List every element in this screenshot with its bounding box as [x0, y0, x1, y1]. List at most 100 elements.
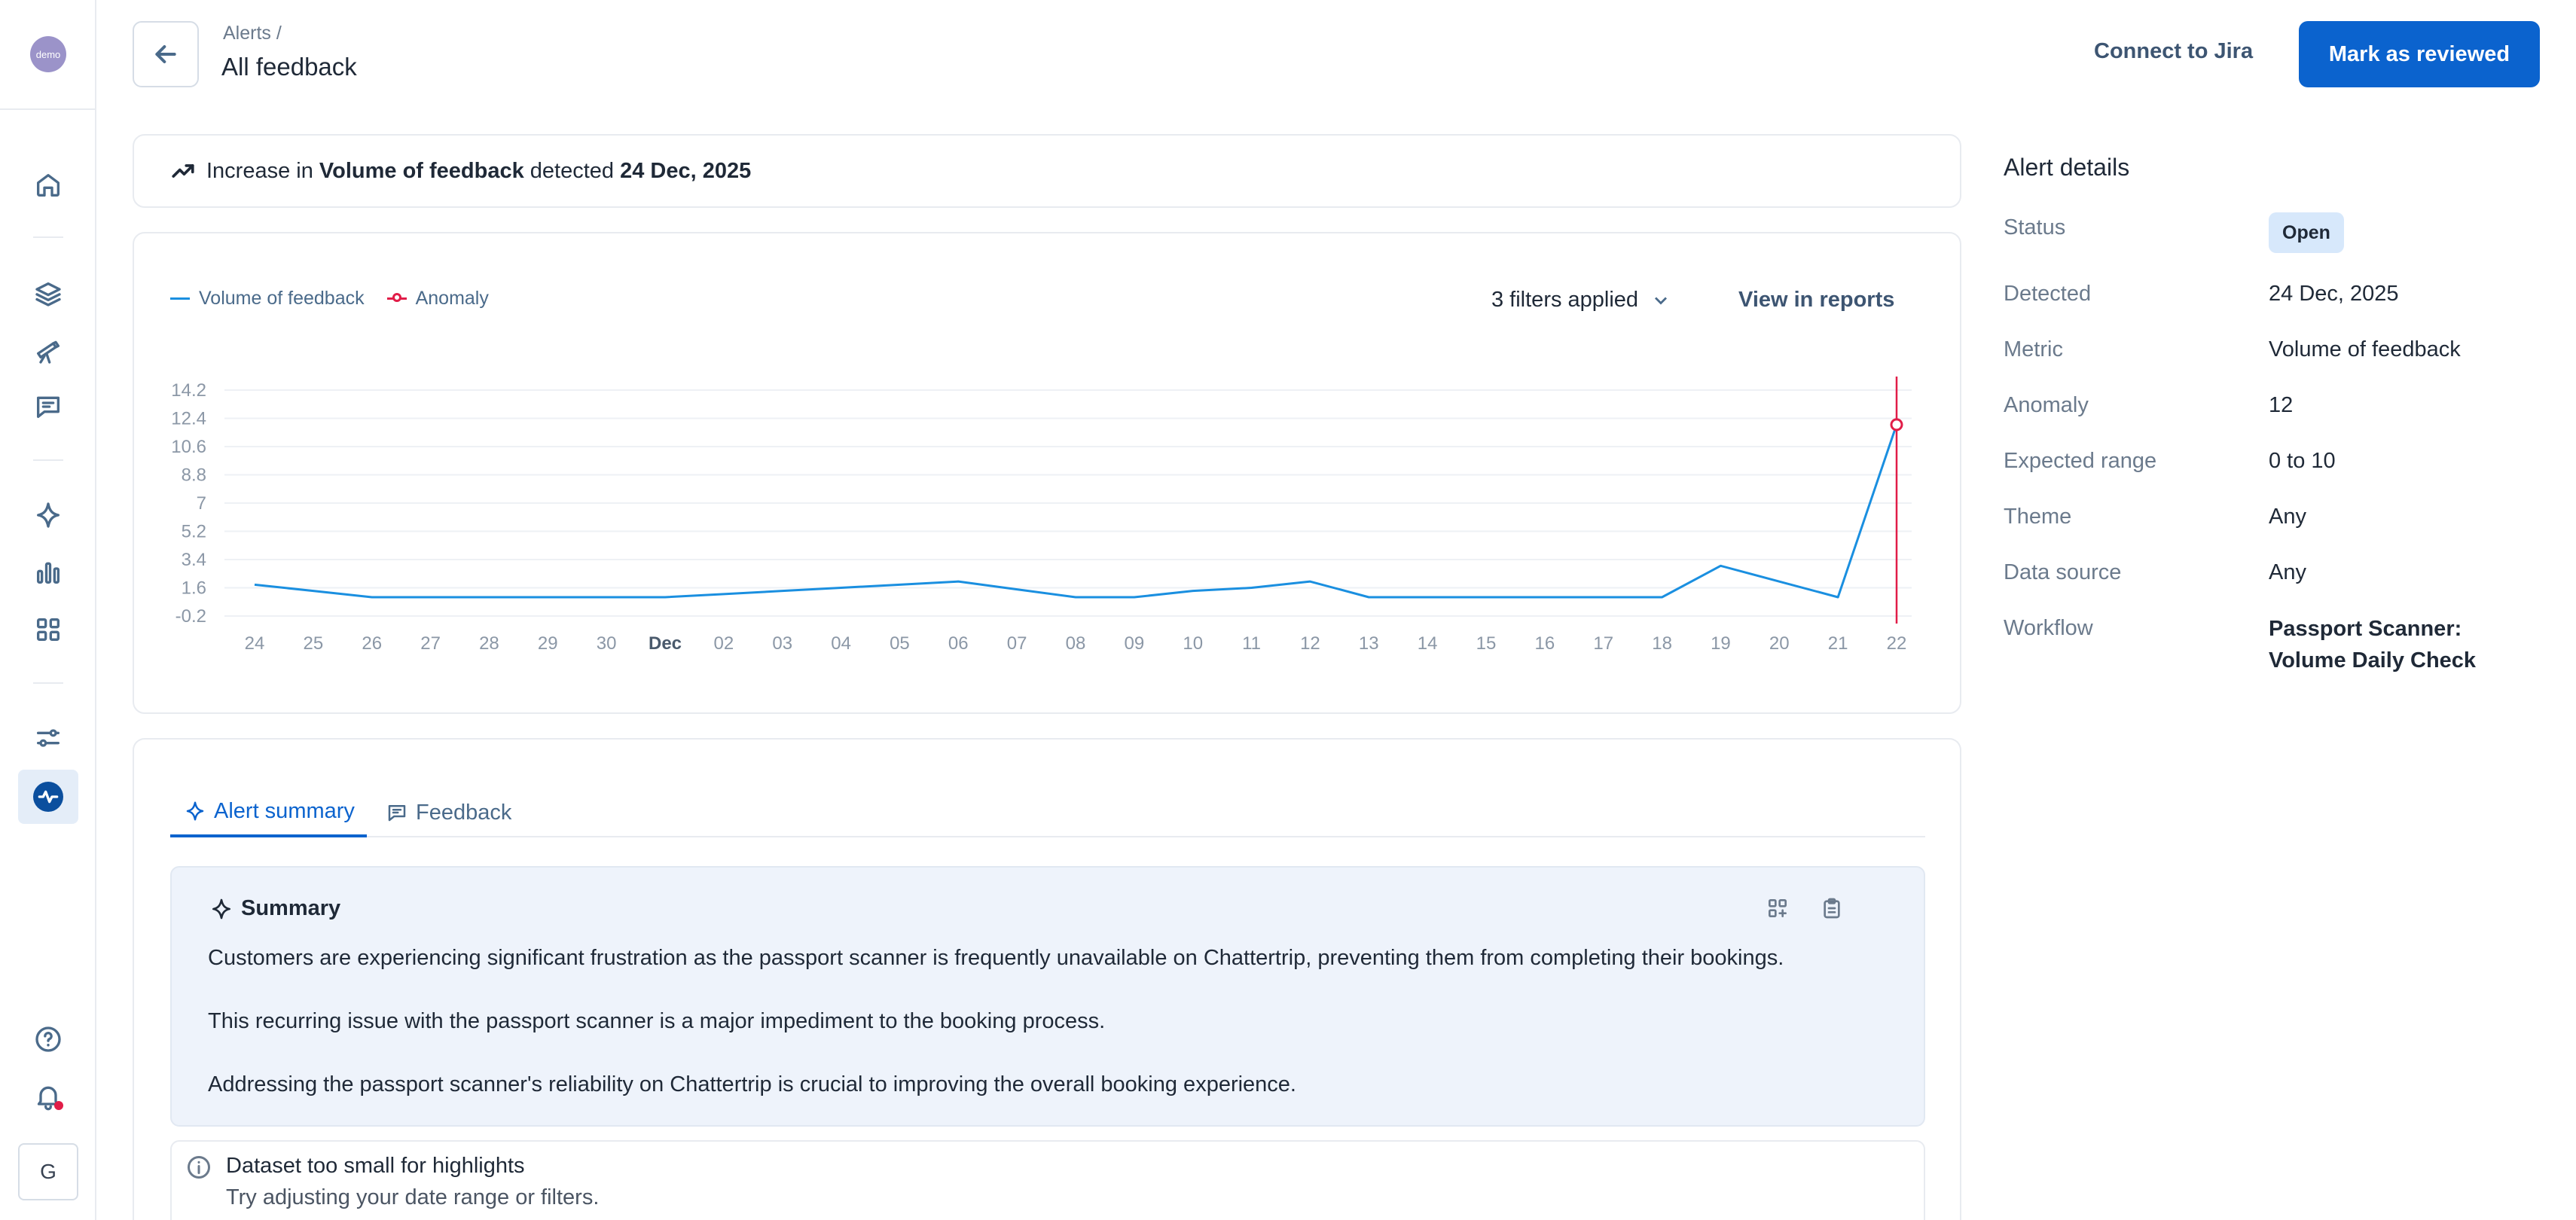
series-line — [254, 424, 1898, 599]
x-tick-label: 20 — [1769, 633, 1790, 654]
legend-anomaly[interactable]: Anomaly — [415, 288, 489, 309]
grid-icon[interactable] — [27, 608, 69, 651]
y-tick-label: -0.2 — [175, 606, 206, 627]
y-tick-label: 1.6 — [182, 578, 206, 599]
y-tick-label: 10.6 — [171, 437, 206, 457]
theme-label: Theme — [2004, 505, 2072, 529]
grid-add-icon[interactable] — [1766, 896, 1790, 920]
x-tick-label: 25 — [304, 633, 324, 654]
empty-state-title: Dataset too small for highlights — [226, 1154, 525, 1178]
summary-box: Summary Customers are experiencing signi… — [170, 866, 1925, 1127]
empty-state-subtitle: Try adjusting your date range or filters… — [226, 1185, 600, 1209]
layers-icon[interactable] — [27, 273, 69, 315]
banner-middle: detected — [523, 158, 621, 183]
tab-label: Alert summary — [214, 798, 355, 823]
info-icon — [188, 1156, 210, 1179]
message-icon — [388, 805, 406, 822]
banner-date: 24 Dec, 2025 — [620, 158, 752, 183]
view-reports-link[interactable]: View in reports — [1738, 288, 1895, 312]
x-tick-label: 16 — [1535, 633, 1555, 654]
back-button[interactable] — [133, 21, 199, 87]
metric-label: Metric — [2004, 337, 2063, 361]
legend-volume[interactable]: Volume of feedback — [199, 288, 365, 309]
chevron-down-icon — [1655, 297, 1668, 304]
notification-dot — [54, 1101, 63, 1110]
clipboard-icon[interactable] — [1820, 896, 1844, 920]
x-tick-label: 04 — [831, 633, 851, 654]
trend-up-icon — [172, 164, 194, 178]
sidebar-divider — [0, 108, 96, 110]
filters-dropdown[interactable]: 3 filters applied — [1491, 288, 1671, 313]
telescope-icon[interactable] — [27, 330, 69, 372]
alert-banner: Increase in Volume of feedback detected … — [133, 134, 1961, 208]
page-title: All feedback — [221, 53, 357, 81]
summary-paragraph: Addressing the passport scanner's reliab… — [208, 1072, 1296, 1096]
x-tick-label: 21 — [1828, 633, 1848, 654]
x-tick-label: 15 — [1476, 633, 1497, 654]
x-tick-label: 24 — [245, 633, 265, 654]
workflow-label: Workflow — [2004, 616, 2093, 640]
bell-icon[interactable] — [27, 1075, 69, 1118]
x-tick-label: 07 — [1007, 633, 1027, 654]
pulse-icon[interactable] — [18, 770, 78, 824]
workflow-value[interactable]: Passport Scanner: Volume Daily Check — [2269, 617, 2477, 673]
workspace-logo[interactable]: demo — [30, 36, 66, 72]
expected-range-label: Expected range — [2004, 449, 2157, 473]
summary-heading-label: Summary — [241, 896, 341, 920]
sparkle-icon[interactable] — [27, 494, 69, 536]
y-tick-label: 8.8 — [182, 465, 206, 486]
metric-value: Volume of feedback — [2269, 337, 2461, 361]
alert-details-title: Alert details — [2004, 154, 2130, 181]
x-tick-label: 06 — [948, 633, 969, 654]
chart-card: 14.2 12.4 10.6 8.8 7 5.2 3.4 1.6 -0.2 24 25 26 27 28 2… — [133, 232, 1961, 714]
home-icon[interactable] — [27, 164, 69, 206]
mark-reviewed-button[interactable]: Mark as reviewed — [2299, 21, 2540, 87]
tab-label: Feedback — [416, 800, 512, 825]
expected-range-value: 0 to 10 — [2269, 449, 2336, 473]
anomaly-point — [1890, 418, 1903, 432]
sparkle-icon — [186, 801, 204, 821]
x-tick-label: 12 — [1300, 633, 1320, 654]
status-badge: Open — [2269, 212, 2344, 253]
sidebar-divider — [33, 236, 63, 238]
tab-bar: Alert summary Feedback — [170, 788, 1925, 837]
bar-chart-icon[interactable] — [27, 551, 69, 593]
sidebar-divider — [33, 459, 63, 461]
sidebar-divider — [33, 682, 63, 684]
tab-alert-summary[interactable]: Alert summary — [170, 788, 367, 837]
data-source-value: Any — [2269, 560, 2306, 584]
highlights-empty-state: Dataset too small for highlights Try adj… — [170, 1140, 1925, 1220]
x-tick-label: 05 — [890, 633, 910, 654]
volume-chart: 14.2 12.4 10.6 8.8 7 5.2 3.4 1.6 -0.2 24 25 26 27 28 2… — [171, 377, 1912, 654]
y-tick-label: 3.4 — [182, 550, 206, 570]
help-icon[interactable] — [27, 1018, 69, 1060]
x-tick-label: 27 — [420, 633, 441, 654]
anomaly-label: Anomaly — [2004, 393, 2089, 417]
x-tick-label: 29 — [538, 633, 558, 654]
x-tick-label: 26 — [362, 633, 382, 654]
connect-jira-button[interactable]: Connect to Jira — [2094, 39, 2254, 63]
y-tick-label: 5.2 — [182, 522, 206, 542]
filters-label: 3 filters applied — [1491, 288, 1639, 312]
x-tick-label: 19 — [1711, 633, 1731, 654]
messages-icon[interactable] — [27, 386, 69, 428]
detected-value: 24 Dec, 2025 — [2269, 282, 2399, 306]
y-tick-label: 7 — [197, 493, 206, 514]
x-tick-label: 13 — [1359, 633, 1379, 654]
sliders-icon[interactable] — [27, 717, 69, 759]
sparkle-icon — [212, 898, 230, 919]
breadcrumb[interactable]: Alerts / — [223, 23, 282, 44]
x-tick-label: 02 — [714, 633, 734, 654]
sidebar: demo G — [0, 0, 96, 1220]
y-tick-label: 14.2 — [171, 380, 206, 401]
anomaly-value: 12 — [2269, 393, 2294, 417]
user-avatar[interactable]: G — [18, 1143, 78, 1200]
summary-paragraph: Customers are experiencing significant f… — [208, 946, 1784, 970]
x-tick-label: 03 — [772, 633, 792, 654]
x-tick-label: 17 — [1593, 633, 1613, 654]
x-tick-label: 08 — [1066, 633, 1086, 654]
x-tick-label: 11 — [1242, 633, 1261, 654]
summary-card: Alert summary Feedback Summary Customers… — [133, 738, 1961, 1220]
x-tick-label: Dec — [649, 633, 682, 654]
tab-feedback[interactable]: Feedback — [386, 788, 511, 837]
